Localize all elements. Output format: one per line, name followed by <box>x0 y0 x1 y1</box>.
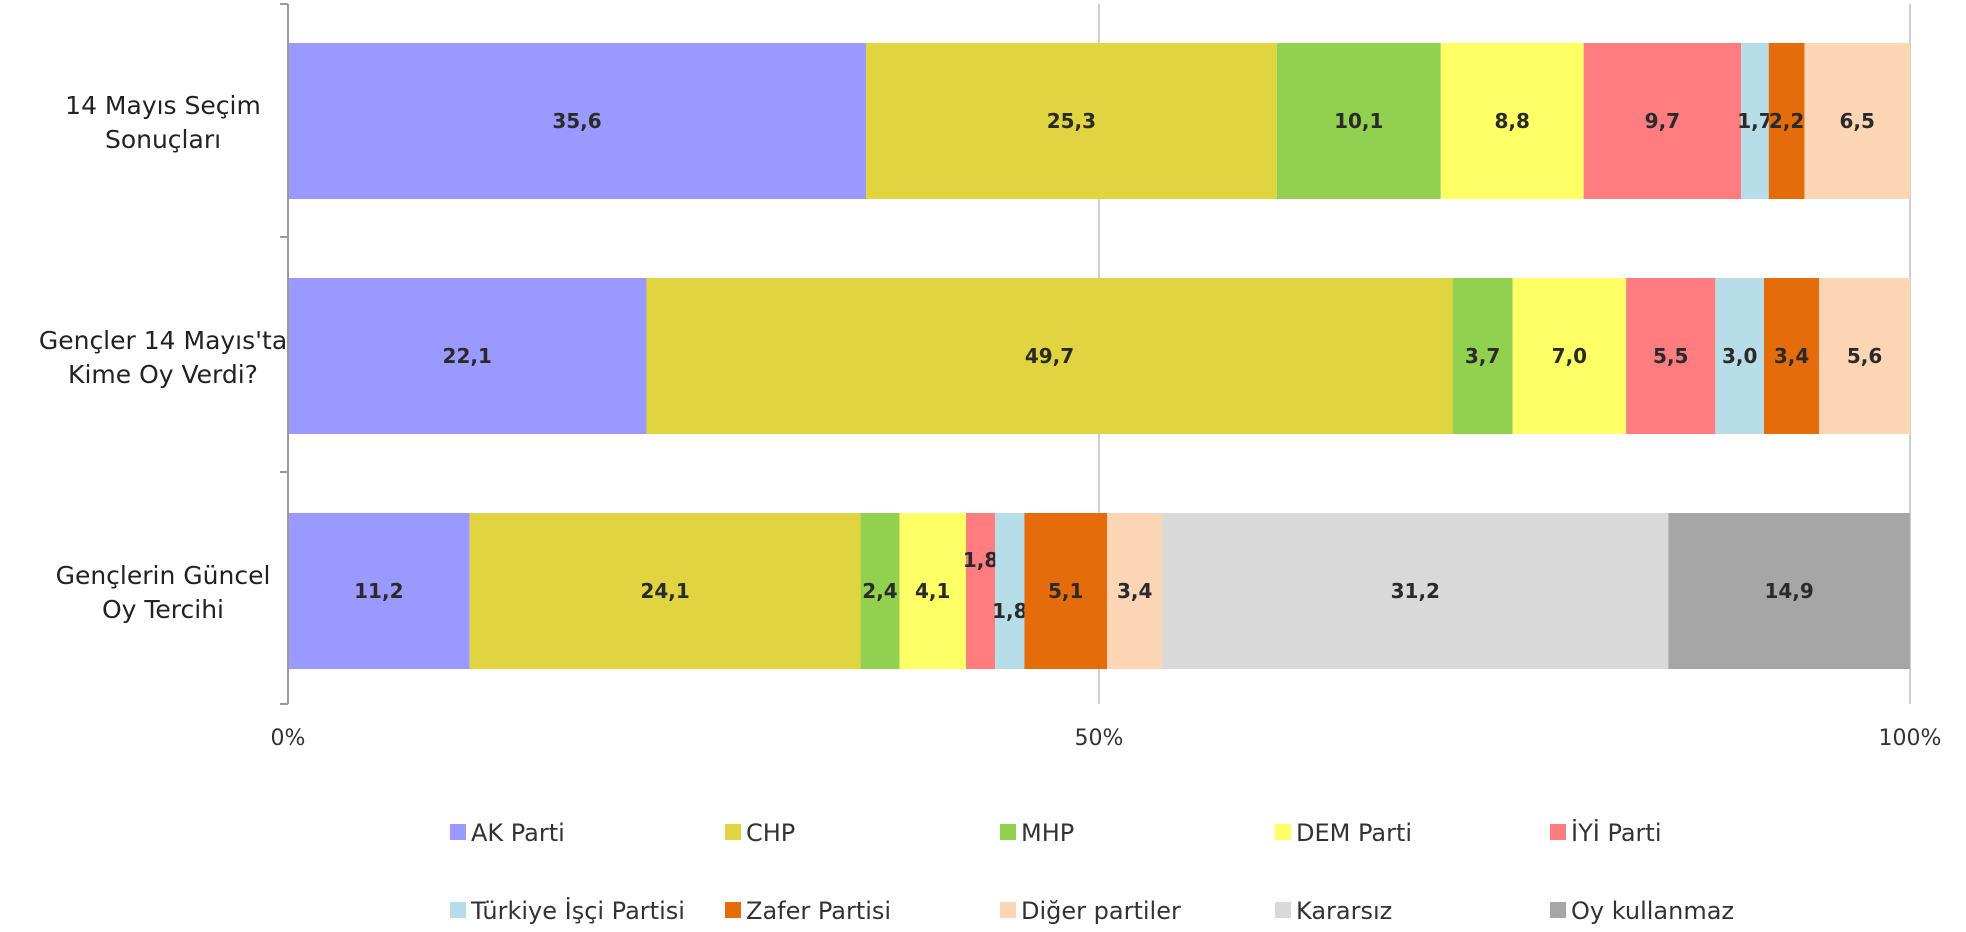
bar-segment <box>288 513 470 669</box>
data-label: 11,2 <box>354 579 403 603</box>
data-label: 6,5 <box>1840 109 1875 133</box>
data-label: 1,8 <box>992 599 1027 623</box>
bar-segment <box>1512 278 1627 434</box>
data-label: 22,1 <box>443 344 492 368</box>
data-label: 2,4 <box>862 579 897 603</box>
x-tick-label: 100% <box>1879 726 1942 751</box>
data-label: 5,6 <box>1847 344 1882 368</box>
category-label: Sonuçları <box>105 125 221 154</box>
data-label: 7,0 <box>1552 344 1587 368</box>
data-label: 31,2 <box>1391 579 1440 603</box>
data-label: 5,1 <box>1048 579 1083 603</box>
bar-segment <box>1107 513 1163 669</box>
category-label: Kime Oy Verdi? <box>68 360 258 389</box>
legend-label: Diğer partiler <box>1021 897 1181 925</box>
bar-segment <box>995 513 1025 669</box>
bar-segment <box>1452 278 1513 434</box>
legend-swatch <box>725 902 741 918</box>
bar-segment <box>1162 513 1669 669</box>
bar-segment <box>965 513 996 669</box>
bar-segment <box>1741 43 1769 199</box>
data-label: 9,7 <box>1645 109 1680 133</box>
bar-segment <box>1668 513 1910 669</box>
bar-segment <box>1764 278 1820 434</box>
data-label: 4,1 <box>915 579 950 603</box>
category-label: Gençler 14 Mayıs'ta <box>39 326 287 355</box>
legend-label: AK Parti <box>471 819 565 847</box>
legend-swatch <box>1550 902 1566 918</box>
bar-segment <box>646 278 1453 434</box>
data-label: 14,9 <box>1764 579 1813 603</box>
data-label: 3,0 <box>1722 344 1757 368</box>
legend: AK Parti CHP MHP DEM Parti İYİ Parti Türkiye … <box>450 818 1734 925</box>
bar-segment <box>469 513 861 669</box>
x-tick-labels: 0% 50% 100% <box>271 726 1942 751</box>
legend-swatch <box>1000 824 1016 840</box>
bar-segment <box>860 513 900 669</box>
bar-segments: 35,6 25,3 10,1 8,8 9,7 1,72,2 6,5 22,1 49,7 3,7 7,… <box>288 43 1910 669</box>
legend-swatch <box>450 824 466 840</box>
data-label: 5,5 <box>1653 344 1688 368</box>
legend-label: Türkiye İşçi Partisi <box>470 896 685 925</box>
data-label: 1,8 <box>963 548 998 572</box>
x-tick-label: 50% <box>1075 726 1124 751</box>
category-label: 14 Mayıs Seçim <box>65 91 261 120</box>
data-label: 2,2 <box>1769 109 1804 133</box>
legend-swatch <box>1275 824 1291 840</box>
data-label: 35,6 <box>552 109 601 133</box>
data-label: 3,7 <box>1465 344 1500 368</box>
data-label: 24,1 <box>640 579 689 603</box>
data-label: 3,4 <box>1774 344 1809 368</box>
legend-swatch <box>725 824 741 840</box>
bar-segment <box>1024 513 1108 669</box>
bar-segment <box>288 278 647 434</box>
bar-segment <box>899 513 966 669</box>
legend-swatch <box>1275 902 1291 918</box>
category-labels: 14 Mayıs Seçim Sonuçları Gençler 14 Mayıs'… <box>39 91 287 624</box>
bar-segment <box>1626 278 1716 434</box>
legend-label: MHP <box>1021 819 1074 847</box>
data-label: 10,1 <box>1334 109 1383 133</box>
category-label: Oy Tercihi <box>102 595 224 624</box>
legend-label: DEM Parti <box>1296 819 1412 847</box>
category-label: Gençlerin Güncel <box>56 561 271 590</box>
legend-swatch <box>450 902 466 918</box>
legend-swatch <box>1550 824 1566 840</box>
axes <box>280 3 289 705</box>
legend-label: Zafer Partisi <box>746 897 891 925</box>
bar-segment <box>866 43 1277 199</box>
x-tick-label: 0% <box>271 726 306 751</box>
bar-segment <box>1583 43 1742 199</box>
bar-segment <box>1276 43 1441 199</box>
legend-label: Kararsız <box>1296 897 1392 925</box>
bar-segment <box>1768 43 1805 199</box>
bar-segment <box>1819 278 1910 434</box>
legend-label: İYİ Parti <box>1571 818 1662 847</box>
bar-segment <box>1715 278 1765 434</box>
legend-label: Oy kullanmaz <box>1571 897 1734 925</box>
legend-swatch <box>1000 902 1016 918</box>
bar-segment <box>288 43 867 199</box>
bar-segment <box>1440 43 1584 199</box>
data-label: 49,7 <box>1025 344 1074 368</box>
data-label: 25,3 <box>1047 109 1096 133</box>
legend-label: CHP <box>746 819 795 847</box>
data-label: 8,8 <box>1494 109 1529 133</box>
data-label: 3,4 <box>1117 579 1152 603</box>
data-label: 1,7 <box>1737 109 1772 133</box>
bar-segment <box>1804 43 1910 199</box>
